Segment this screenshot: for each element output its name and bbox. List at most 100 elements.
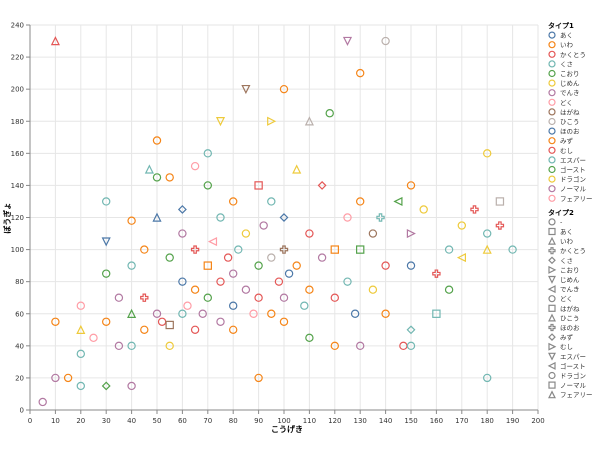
data-point: [228, 269, 238, 278]
data-point: [305, 229, 314, 238]
data-point: [325, 109, 334, 118]
data-point: [127, 308, 137, 318]
x-tick-label: 140: [379, 417, 392, 425]
data-point: [482, 244, 492, 254]
data-point: [178, 229, 187, 238]
data-point: [317, 180, 327, 190]
y-tick-label: 40: [15, 342, 24, 350]
data-point: [228, 301, 238, 310]
points: [38, 36, 517, 407]
data-point: [114, 293, 124, 302]
legend-symbol: [548, 89, 556, 97]
data-point: [89, 333, 98, 343]
legend-entry: -: [560, 218, 563, 226]
data-point: [51, 373, 60, 383]
y-tick-label: 160: [11, 150, 24, 158]
data-point: [183, 301, 192, 310]
legend-symbol: [547, 285, 556, 294]
data-point: [63, 373, 73, 383]
legend-entry: エスパー: [560, 353, 586, 361]
legend-entry: かくとう: [560, 247, 586, 255]
data-point: [127, 216, 136, 225]
legend-symbol: [548, 50, 556, 58]
legend-symbol: [548, 247, 556, 255]
data-point: [457, 221, 466, 230]
legend-symbol: [548, 175, 556, 183]
data-point: [216, 213, 225, 222]
legend-entry: むし: [560, 343, 573, 351]
y-tick-label: 0: [20, 407, 24, 415]
data-point: [356, 341, 365, 351]
legend-symbol: [548, 352, 556, 361]
data-point: [127, 381, 136, 391]
data-point: [376, 213, 385, 222]
data-point: [177, 205, 187, 214]
legend-symbol: [548, 60, 556, 68]
y-tick-label: 120: [11, 214, 24, 222]
data-point: [254, 373, 263, 383]
data-point: [38, 397, 47, 407]
y-tick-label: 20: [15, 374, 24, 382]
legend-entry: じめん: [560, 276, 580, 284]
y-tick-label: 200: [11, 86, 24, 94]
data-point: [495, 197, 505, 206]
x-tick-label: 190: [506, 417, 519, 425]
data-point: [203, 149, 212, 158]
x-tick-label: 100: [277, 417, 290, 425]
data-point: [267, 253, 276, 262]
data-point: [356, 197, 365, 206]
data-point: [254, 293, 263, 302]
legend-symbol: [548, 146, 556, 154]
x-tick-label: 120: [328, 417, 341, 425]
data-point: [203, 261, 212, 270]
data-point: [152, 309, 162, 318]
legend-entry: はがね: [560, 304, 580, 313]
data-point: [456, 253, 466, 263]
legend-entry: あく: [560, 228, 573, 236]
data-point: [241, 229, 251, 238]
x-tick-label: 60: [178, 417, 187, 425]
y-axis: 0 20 40 60 80 100 120 140 160 180 200 220 240: [11, 22, 31, 415]
legend-symbol: [548, 41, 556, 49]
legend-entry: ノーマル: [560, 185, 587, 193]
data-point: [190, 161, 200, 171]
x-tick-label: 50: [153, 417, 162, 425]
data-point: [76, 324, 86, 334]
x-tick-label: 180: [481, 417, 494, 425]
data-point: [279, 317, 289, 326]
legend-entry: ドラゴン: [560, 371, 586, 380]
x-tick-label: 90: [254, 417, 263, 425]
data-point: [216, 277, 225, 286]
data-point: [342, 36, 353, 46]
data-point: [317, 253, 327, 262]
legend-entry: どく: [560, 99, 573, 107]
data-point: [304, 116, 314, 126]
legend-entry: こおり: [560, 70, 580, 78]
data-point: [223, 253, 233, 262]
legend-symbol: [548, 236, 556, 245]
data-point: [241, 84, 251, 95]
data-point: [350, 309, 360, 318]
data-point: [495, 221, 505, 230]
legend: タイプ1あくいわかくとうくさこおりじめんでんきどくはがねひこうほのおみずむしエス…: [547, 21, 593, 399]
legend-symbol: [548, 127, 556, 135]
data-point: [267, 197, 276, 206]
data-point: [249, 309, 258, 318]
data-point: [76, 349, 86, 359]
data-point: [101, 317, 111, 326]
legend-entry: じめん: [560, 80, 580, 88]
x-tick-label: 150: [404, 417, 417, 425]
data-point: [140, 293, 149, 302]
legend-symbol: [548, 98, 556, 106]
x-tick-label: 20: [76, 417, 85, 425]
data-point: [483, 149, 492, 158]
data-point: [419, 205, 428, 214]
legend-symbol: [548, 313, 556, 322]
legend-symbol: [548, 69, 556, 78]
y-tick-label: 100: [11, 246, 24, 254]
y-tick-label: 60: [15, 310, 24, 318]
legend-entry: エスパー: [560, 156, 586, 164]
data-point: [393, 196, 403, 207]
data-point: [203, 293, 212, 302]
